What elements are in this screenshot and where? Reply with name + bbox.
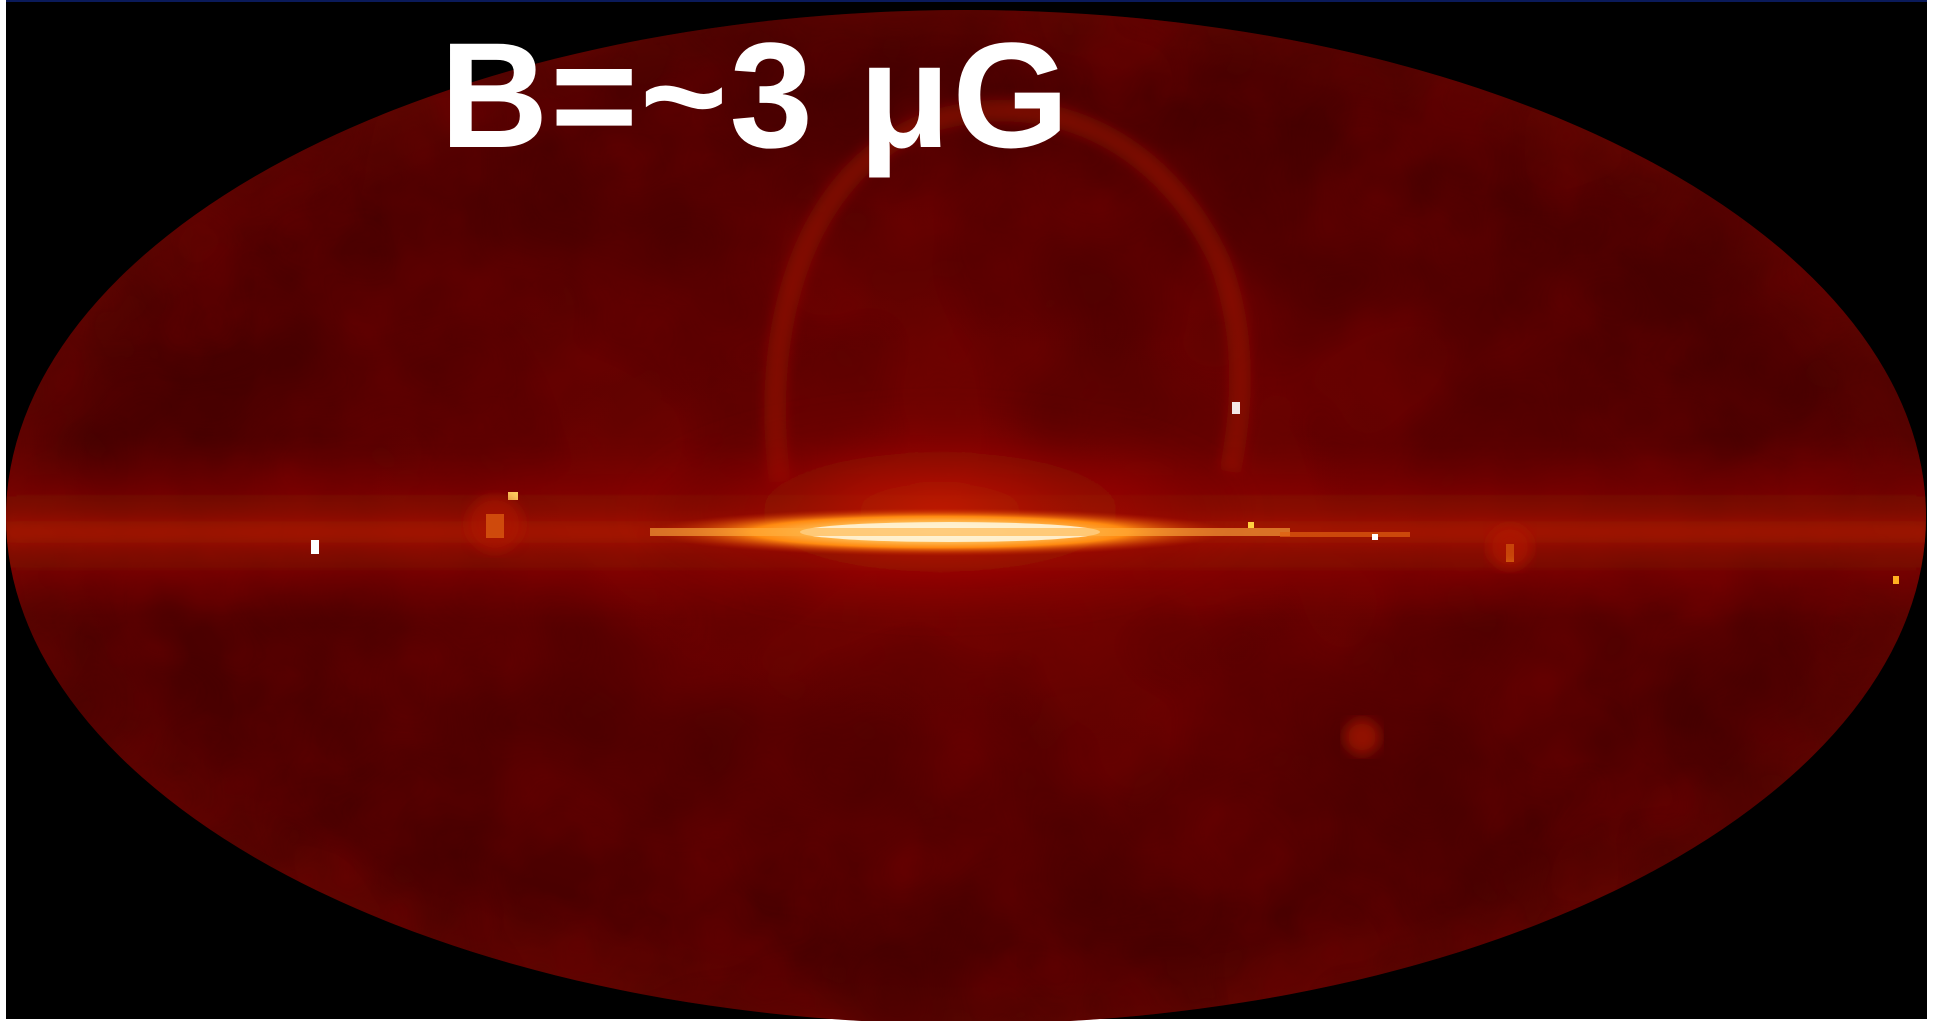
north-polar-spur [764, 99, 1251, 484]
left-margin [0, 0, 6, 1019]
point-sources [311, 402, 1899, 755]
right-margin [1927, 0, 1933, 1019]
field-strength-label: B=~3 μG [440, 11, 1072, 179]
